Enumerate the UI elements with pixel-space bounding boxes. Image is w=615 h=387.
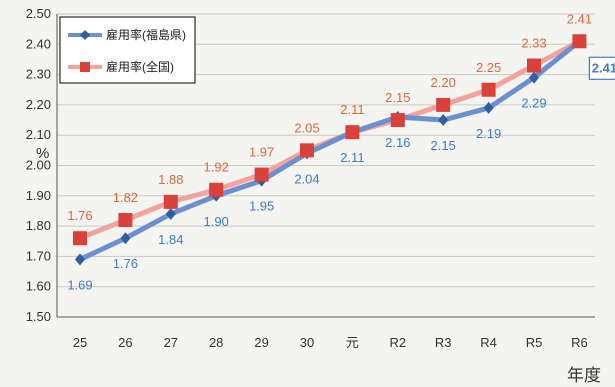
marker-national xyxy=(390,113,405,128)
marker-fukushima xyxy=(529,71,539,84)
marker-fukushima xyxy=(75,253,85,266)
y-tick-label: 2.10 xyxy=(26,127,51,142)
y-tick-label: 1.50 xyxy=(26,309,51,324)
marker-national xyxy=(73,231,87,246)
data-label-fukushima: 2.41 xyxy=(592,60,615,75)
gridlines xyxy=(57,13,595,318)
marker-fukushima xyxy=(120,232,131,245)
data-label-fukushima: 1.90 xyxy=(204,214,229,229)
data-label-box-fukushima xyxy=(588,56,615,80)
data-label-fukushima: 1.84 xyxy=(158,232,183,247)
marker-fukushima xyxy=(165,207,176,220)
marker-national xyxy=(300,143,314,158)
y-tick-label: 2.30 xyxy=(26,67,51,82)
data-label-fukushima: 2.16 xyxy=(385,135,410,150)
legend: 雇用率(福島県) 雇用率(全国) xyxy=(59,16,196,84)
legend-label-national: 雇用率(全国) xyxy=(106,59,174,74)
data-label-national: 2.25 xyxy=(476,60,501,75)
axes: 1.50 1.60 1.70 1.80 1.90 2.00 2.10 2.20 2.30 2.40… xyxy=(26,6,595,350)
y-tick-label: 1.90 xyxy=(26,188,51,203)
y-tick-label: 2.40 xyxy=(26,36,51,51)
data-label-fukushima: 2.11 xyxy=(340,150,364,165)
data-label-fukushima: 1.95 xyxy=(249,199,274,214)
data-label-national: 2.33 xyxy=(521,36,546,51)
x-tick-label: 30 xyxy=(300,335,314,350)
marker-national xyxy=(209,182,224,197)
data-label-national: 2.11 xyxy=(340,102,364,117)
x-tick-label: R5 xyxy=(526,335,543,350)
marker-national xyxy=(345,125,360,140)
data-label-fukushima: 2.15 xyxy=(431,138,456,153)
data-label-national: 1.88 xyxy=(158,172,183,187)
legend-diamond-icon xyxy=(80,30,90,40)
series-markers xyxy=(73,34,587,266)
marker-national xyxy=(118,213,133,228)
data-label-national: 1.82 xyxy=(113,190,138,205)
x-axis-title: 年度 xyxy=(567,366,601,385)
data-labels: 1.76 1.82 1.88 1.92 1.97 2.05 2.11 2.15 2.20 2.25… xyxy=(67,11,615,292)
marker-national xyxy=(527,58,541,73)
y-tick-label: 1.60 xyxy=(26,279,51,294)
x-tick-label: 28 xyxy=(209,335,223,350)
data-label-fukushima: 2.19 xyxy=(476,126,501,141)
x-tick-label: 26 xyxy=(118,335,132,350)
marker-national xyxy=(481,82,496,97)
data-label-fukushima: 2.04 xyxy=(294,171,319,186)
y-tick-label: 1.70 xyxy=(26,248,51,263)
data-label-national: 2.15 xyxy=(385,90,410,105)
y-tick-label: 2.50 xyxy=(26,6,51,21)
data-label-national: 2.41 xyxy=(567,11,592,26)
y-axis-title: % xyxy=(36,145,49,162)
x-tick-label: 29 xyxy=(254,335,268,350)
data-label-national: 1.97 xyxy=(249,145,274,160)
y-tick-label: 1.80 xyxy=(26,218,51,233)
marker-fukushima xyxy=(483,101,494,114)
series-line-fukushima xyxy=(78,39,581,262)
x-tick-label: 27 xyxy=(164,335,178,350)
data-label-fukushima: 1.69 xyxy=(67,277,92,292)
data-label-national: 2.20 xyxy=(431,75,456,90)
y-tick-label: 2.20 xyxy=(26,97,51,112)
data-label-national: 1.92 xyxy=(204,160,229,175)
marker-national xyxy=(163,194,178,209)
data-label-fukushima: 1.76 xyxy=(113,256,138,271)
x-tick-label: 元 xyxy=(346,335,359,350)
x-tick-label: R6 xyxy=(571,335,588,350)
marker-national xyxy=(436,97,451,112)
data-label-national: 1.76 xyxy=(67,208,92,223)
legend-square-icon xyxy=(80,62,90,72)
legend-label-fukushima: 雇用率(福島県) xyxy=(106,27,186,42)
marker-national xyxy=(572,34,587,49)
y-tick-label: 2.00 xyxy=(26,158,51,173)
x-tick-label: 25 xyxy=(73,335,87,350)
x-tick-label: R3 xyxy=(435,335,452,350)
x-tick-label: R2 xyxy=(389,335,406,350)
data-label-national: 2.05 xyxy=(294,120,319,135)
marker-fukushima xyxy=(438,114,449,127)
marker-national xyxy=(254,167,269,182)
data-label-fukushima: 2.29 xyxy=(521,96,546,111)
series-lines xyxy=(78,39,581,262)
x-tick-label: R4 xyxy=(480,335,497,350)
